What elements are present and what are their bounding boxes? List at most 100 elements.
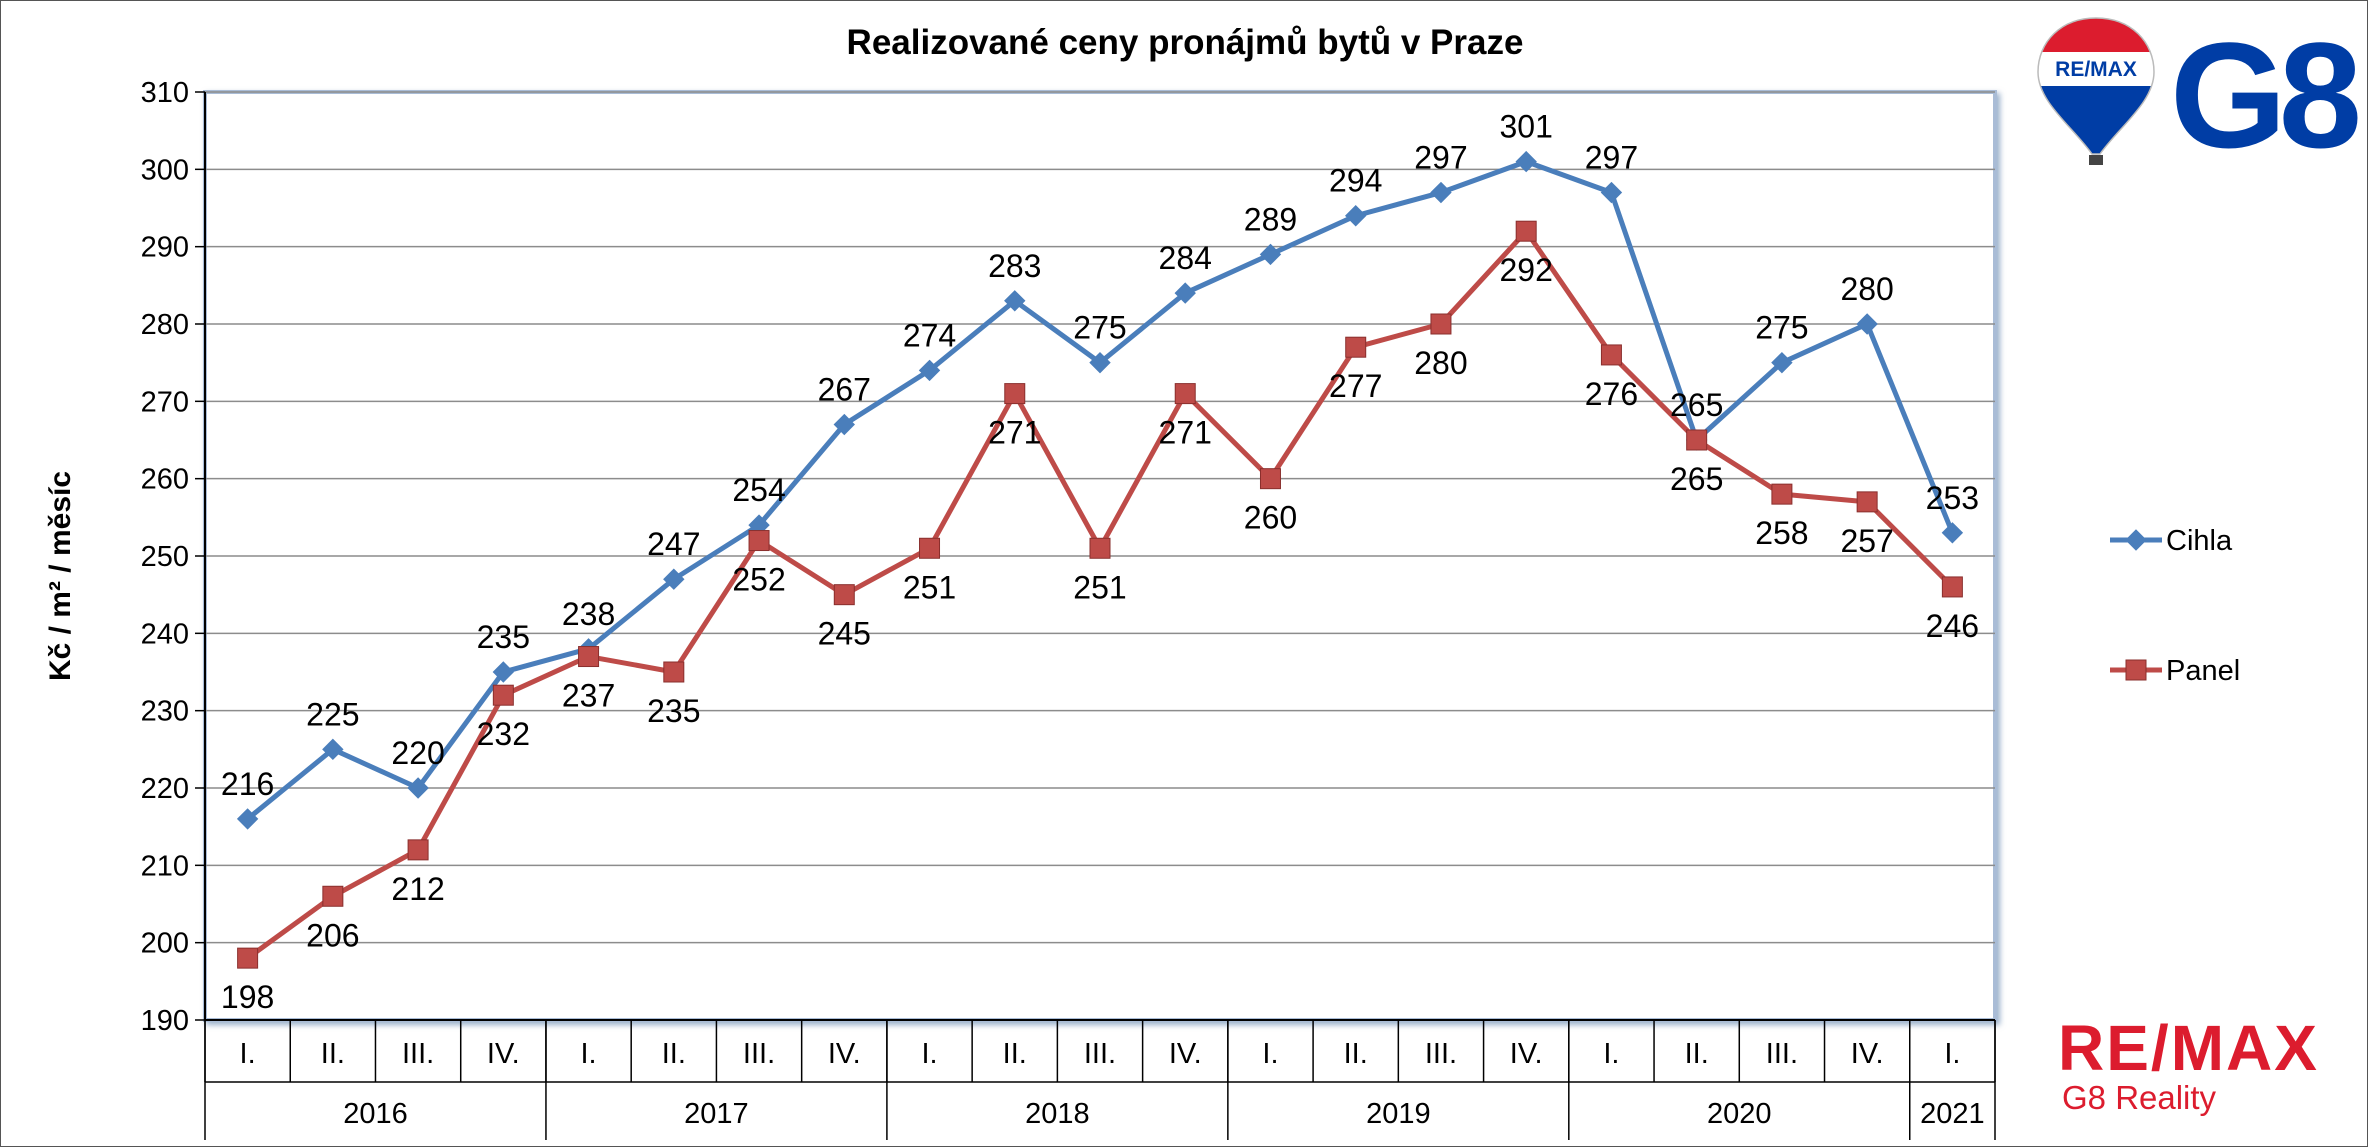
data-point-panel bbox=[1856, 491, 1878, 513]
data-label-panel: 251 bbox=[1073, 569, 1126, 605]
data-point-cihla bbox=[1089, 351, 1111, 374]
data-point-panel bbox=[663, 661, 685, 683]
data-point-cihla bbox=[918, 359, 941, 382]
y-tick-label: 190 bbox=[141, 1005, 189, 1037]
data-label-cihla: 284 bbox=[1159, 240, 1212, 276]
quarter-label: II. bbox=[321, 1038, 345, 1070]
data-label-cihla: 238 bbox=[562, 596, 615, 632]
quarter-label: IV. bbox=[1510, 1038, 1543, 1070]
data-point-cihla bbox=[1941, 522, 1964, 544]
data-point-panel bbox=[492, 684, 514, 706]
data-label-cihla: 225 bbox=[306, 696, 359, 732]
data-label-panel: 280 bbox=[1414, 345, 1467, 381]
data-label-panel: 252 bbox=[732, 562, 785, 598]
data-label-cihla: 297 bbox=[1585, 140, 1638, 176]
data-label-cihla: 253 bbox=[1926, 480, 1979, 516]
legend-marker-panel bbox=[2125, 659, 2147, 681]
data-point-panel bbox=[1941, 576, 1963, 598]
g8-wordmark: G8 bbox=[2170, 11, 2362, 179]
y-tick-label: 310 bbox=[141, 77, 189, 109]
quarter-label: IV. bbox=[828, 1038, 861, 1070]
quarter-label: IV. bbox=[1851, 1038, 1884, 1070]
data-point-cihla bbox=[1430, 181, 1452, 204]
y-tick-label: 230 bbox=[141, 696, 189, 728]
balloon-wordmark: RE/MAX bbox=[2055, 58, 2137, 81]
brand-subtitle: G8 Reality bbox=[2062, 1079, 2217, 1116]
data-label-panel: 257 bbox=[1840, 523, 1893, 559]
quarter-label: I. bbox=[1944, 1038, 1960, 1070]
y-tick-label: 200 bbox=[141, 928, 189, 960]
data-label-panel: 265 bbox=[1670, 461, 1723, 497]
data-label-cihla: 275 bbox=[1755, 310, 1808, 346]
quarter-label: I. bbox=[1262, 1038, 1278, 1070]
data-point-panel bbox=[919, 537, 941, 559]
data-label-panel: 198 bbox=[221, 979, 274, 1015]
data-point-panel bbox=[1004, 383, 1026, 405]
data-point-cihla bbox=[833, 413, 855, 436]
data-label-panel: 251 bbox=[903, 569, 956, 605]
legend-label-cihla: Cihla bbox=[2166, 525, 2233, 557]
data-point-cihla bbox=[407, 777, 429, 799]
data-point-panel bbox=[1345, 336, 1367, 358]
year-label: 2016 bbox=[343, 1098, 408, 1130]
data-point-panel bbox=[1771, 483, 1793, 505]
data-point-panel bbox=[322, 885, 344, 907]
data-label-panel: 206 bbox=[306, 917, 359, 953]
data-point-panel bbox=[237, 947, 259, 969]
data-label-panel: 260 bbox=[1244, 500, 1297, 536]
data-label-panel: 237 bbox=[562, 678, 615, 714]
quarter-label: I. bbox=[1603, 1038, 1619, 1070]
y-tick-label: 210 bbox=[141, 850, 189, 882]
remax-g8-reality-logo: RE/MAX G8 Reality bbox=[2058, 1016, 2358, 1116]
data-point-panel bbox=[748, 530, 770, 552]
data-point-cihla bbox=[1856, 313, 1878, 335]
data-point-cihla bbox=[322, 738, 344, 761]
data-label-panel: 212 bbox=[391, 871, 444, 907]
year-label: 2020 bbox=[1707, 1098, 1772, 1130]
data-label-panel: 292 bbox=[1499, 252, 1552, 288]
quarter-label: I. bbox=[921, 1038, 937, 1070]
data-point-cihla bbox=[236, 808, 259, 830]
data-label-cihla: 275 bbox=[1073, 310, 1126, 346]
data-label-panel: 235 bbox=[647, 693, 700, 729]
brand-wordmark: RE/MAX bbox=[2058, 1012, 2319, 1084]
data-label-panel: 277 bbox=[1329, 368, 1382, 404]
quarter-label: II. bbox=[1344, 1038, 1368, 1070]
data-label-panel: 271 bbox=[1159, 415, 1212, 451]
data-point-cihla bbox=[1174, 282, 1196, 304]
data-label-cihla: 265 bbox=[1670, 387, 1723, 423]
data-label-cihla: 280 bbox=[1840, 271, 1893, 307]
y-tick-label: 280 bbox=[141, 309, 189, 341]
data-label-panel: 246 bbox=[1926, 608, 1979, 644]
remax-balloon-logo: RE/MAX bbox=[2036, 14, 2156, 175]
data-point-panel bbox=[1686, 429, 1708, 451]
data-label-panel: 271 bbox=[988, 415, 1041, 451]
data-label-cihla: 297 bbox=[1414, 140, 1467, 176]
quarter-label: II. bbox=[1003, 1038, 1027, 1070]
quarter-label: I. bbox=[240, 1038, 256, 1070]
year-label: 2019 bbox=[1366, 1098, 1431, 1130]
data-label-cihla: 220 bbox=[391, 735, 444, 771]
data-point-panel bbox=[1259, 468, 1281, 490]
year-label: 2018 bbox=[1025, 1098, 1090, 1130]
data-point-panel bbox=[407, 839, 429, 861]
data-point-cihla bbox=[663, 568, 685, 590]
data-point-panel bbox=[1174, 383, 1196, 405]
g8-logo: G8 bbox=[2170, 11, 2362, 179]
quarter-label: II. bbox=[662, 1038, 686, 1070]
data-label-cihla: 289 bbox=[1244, 201, 1297, 237]
y-tick-label: 240 bbox=[141, 618, 189, 650]
quarter-label: III. bbox=[1425, 1038, 1457, 1070]
quarter-label: III. bbox=[743, 1038, 775, 1070]
quarter-label: IV. bbox=[487, 1038, 520, 1070]
quarter-label: III. bbox=[1766, 1038, 1798, 1070]
y-tick-label: 250 bbox=[141, 541, 189, 573]
y-tick-label: 290 bbox=[141, 232, 189, 264]
legend-marker-cihla bbox=[2125, 529, 2147, 551]
data-point-cihla bbox=[1259, 243, 1282, 266]
year-label: 2021 bbox=[1920, 1098, 1985, 1130]
data-label-panel: 258 bbox=[1755, 515, 1808, 551]
legend-label-panel: Panel bbox=[2166, 655, 2240, 687]
chart-title: Realizované ceny pronájmů bytů v Praze bbox=[847, 23, 1524, 62]
